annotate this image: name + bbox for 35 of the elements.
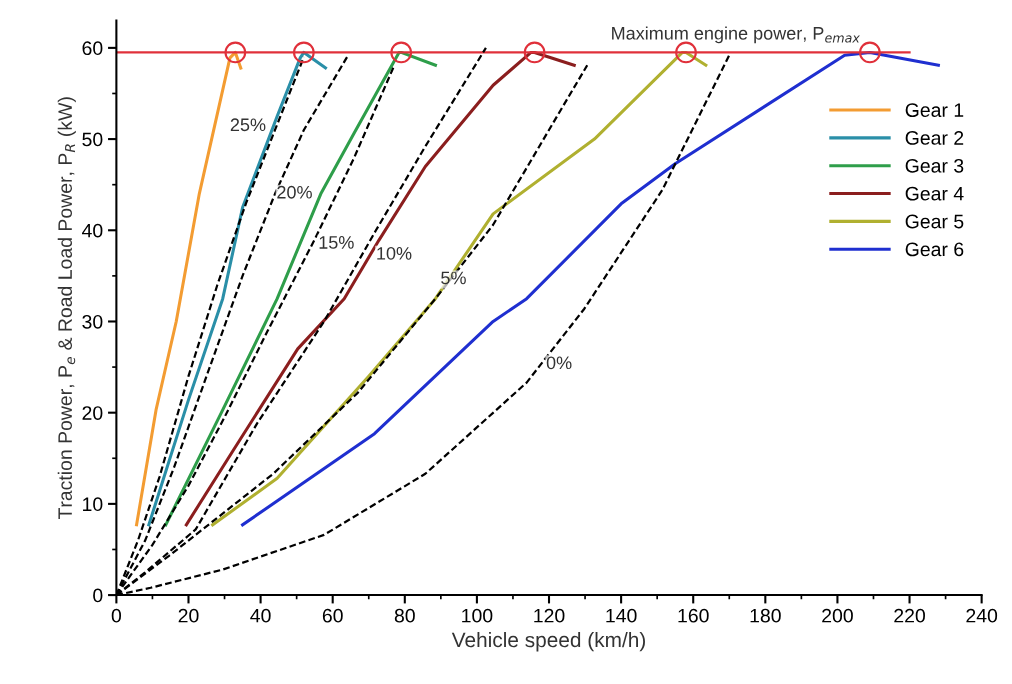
annotation: 25% xyxy=(230,118,266,132)
annotation: 15% xyxy=(319,236,354,249)
x-tick-label: 40 xyxy=(250,608,271,623)
x-tick-label: 80 xyxy=(394,608,415,623)
legend-label: Gear 5 xyxy=(905,214,964,229)
y-tick-label: 60 xyxy=(82,41,103,56)
x-tick-label: 120 xyxy=(534,608,565,623)
x-tick-label: 20 xyxy=(178,608,199,623)
annotation: 20% xyxy=(277,185,312,199)
legend-label: Gear 6 xyxy=(905,242,964,257)
annotation: 0% xyxy=(546,356,572,370)
annotation: 5% xyxy=(441,271,466,285)
x-tick-label: 140 xyxy=(606,608,637,623)
y-tick-label: 20 xyxy=(82,406,103,420)
y-axis-title: Traction Power, P$_{e}$ & Road Load Power, P$_{R}$ (kW) xyxy=(57,97,76,520)
x-tick-label: 0 xyxy=(111,608,122,623)
x-tick-label: 60 xyxy=(322,608,343,623)
legend-label: Gear 1 xyxy=(905,103,964,117)
x-tick-label: 220 xyxy=(894,608,925,623)
annotation: Maximum engine power, P$_{emax}$ xyxy=(612,26,860,44)
legend-label: Gear 2 xyxy=(905,131,964,145)
x-tick-label: 240 xyxy=(966,608,998,623)
annotation: 10% xyxy=(377,246,412,260)
x-tick-label: 160 xyxy=(678,608,709,623)
y-tick-label: 0 xyxy=(93,588,103,603)
legend-label: Gear 3 xyxy=(905,158,964,173)
y-tick-label: 40 xyxy=(82,223,103,238)
y-tick-label: 30 xyxy=(82,314,103,329)
x-tick-label: 200 xyxy=(822,608,853,623)
x-tick-label: 100 xyxy=(462,608,493,623)
legend-label: Gear 4 xyxy=(905,186,964,201)
x-tick-label: 180 xyxy=(750,608,781,623)
y-tick-label: 50 xyxy=(82,132,103,147)
y-tick-label: 10 xyxy=(83,497,103,512)
x-axis-title: Vehicle speed (km/h) xyxy=(451,631,645,652)
